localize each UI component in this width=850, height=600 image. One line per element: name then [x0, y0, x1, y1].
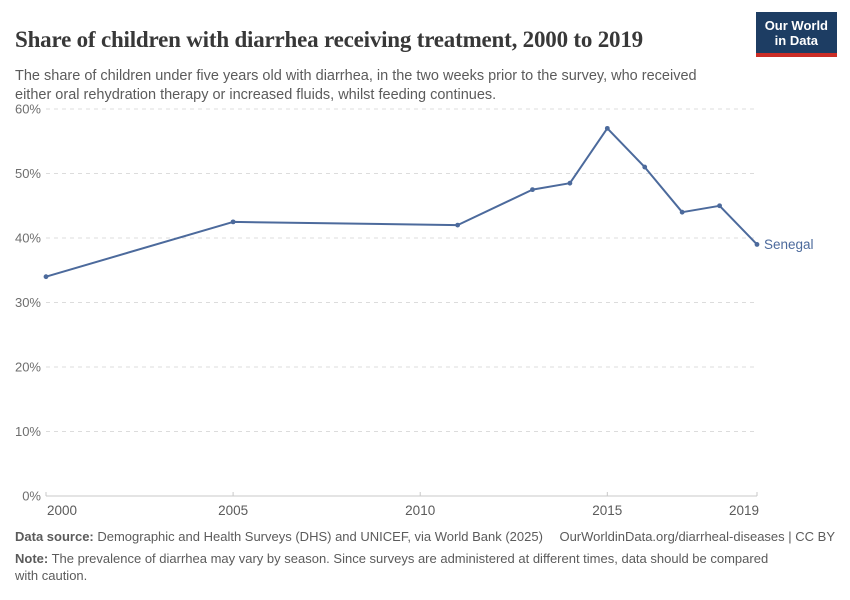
x-tick-label: 2019	[729, 503, 759, 518]
x-tick-label: 2010	[405, 503, 435, 518]
series-line	[45, 127, 758, 278]
y-tick-label: 40%	[15, 231, 41, 246]
data-point	[679, 209, 685, 215]
footnote-text: The prevalence of diarrhea may vary by s…	[15, 551, 769, 583]
series-label: Senegal	[764, 237, 814, 252]
y-tick-label: 60%	[15, 102, 41, 117]
footnote: Note: The prevalence of diarrhea may var…	[15, 551, 787, 585]
y-tick-label: 50%	[15, 166, 41, 181]
chart-subtitle: The share of children under five years o…	[15, 67, 697, 103]
data-point	[43, 274, 49, 280]
x-tick-label: 2015	[592, 503, 622, 518]
owid-logo-line2: in Data	[774, 33, 819, 49]
x-tick-label: 2005	[218, 503, 248, 518]
data-source-label: Data source:	[15, 529, 94, 544]
data-point	[567, 180, 573, 186]
chart-footer: Data source: Demographic and Health Surv…	[15, 529, 835, 585]
data-point	[230, 219, 236, 225]
data-point	[530, 187, 535, 193]
x-tick-label: 2000	[47, 503, 77, 518]
data-source: Data source: Demographic and Health Surv…	[15, 529, 543, 544]
chart-canvas: 0% 10% 20% 30% 40% 50% 60% 2000 2005 2010 2015 2019…	[15, 102, 814, 519]
y-tick-label: 10%	[15, 424, 41, 439]
owid-logo-line1: Our World	[764, 18, 828, 33]
owid-logo[interactable]: Our World in Data	[755, 12, 837, 57]
data-point	[642, 164, 648, 170]
data-source-text: Demographic and Health Surveys (DHS) and…	[93, 529, 543, 544]
data-point	[717, 203, 722, 209]
data-point	[754, 242, 760, 247]
y-tick-label: 30%	[15, 295, 41, 310]
data-point	[604, 125, 610, 131]
chart-title: Share of children with diarrhea receivin…	[15, 27, 643, 53]
y-tick-label: 0%	[22, 489, 41, 504]
attribution-link[interactable]: OurWorldinData.org/diarrheal-diseases | …	[559, 529, 835, 544]
footnote-label: Note:	[15, 551, 49, 566]
data-point	[455, 222, 461, 228]
y-tick-label: 20%	[15, 360, 41, 375]
